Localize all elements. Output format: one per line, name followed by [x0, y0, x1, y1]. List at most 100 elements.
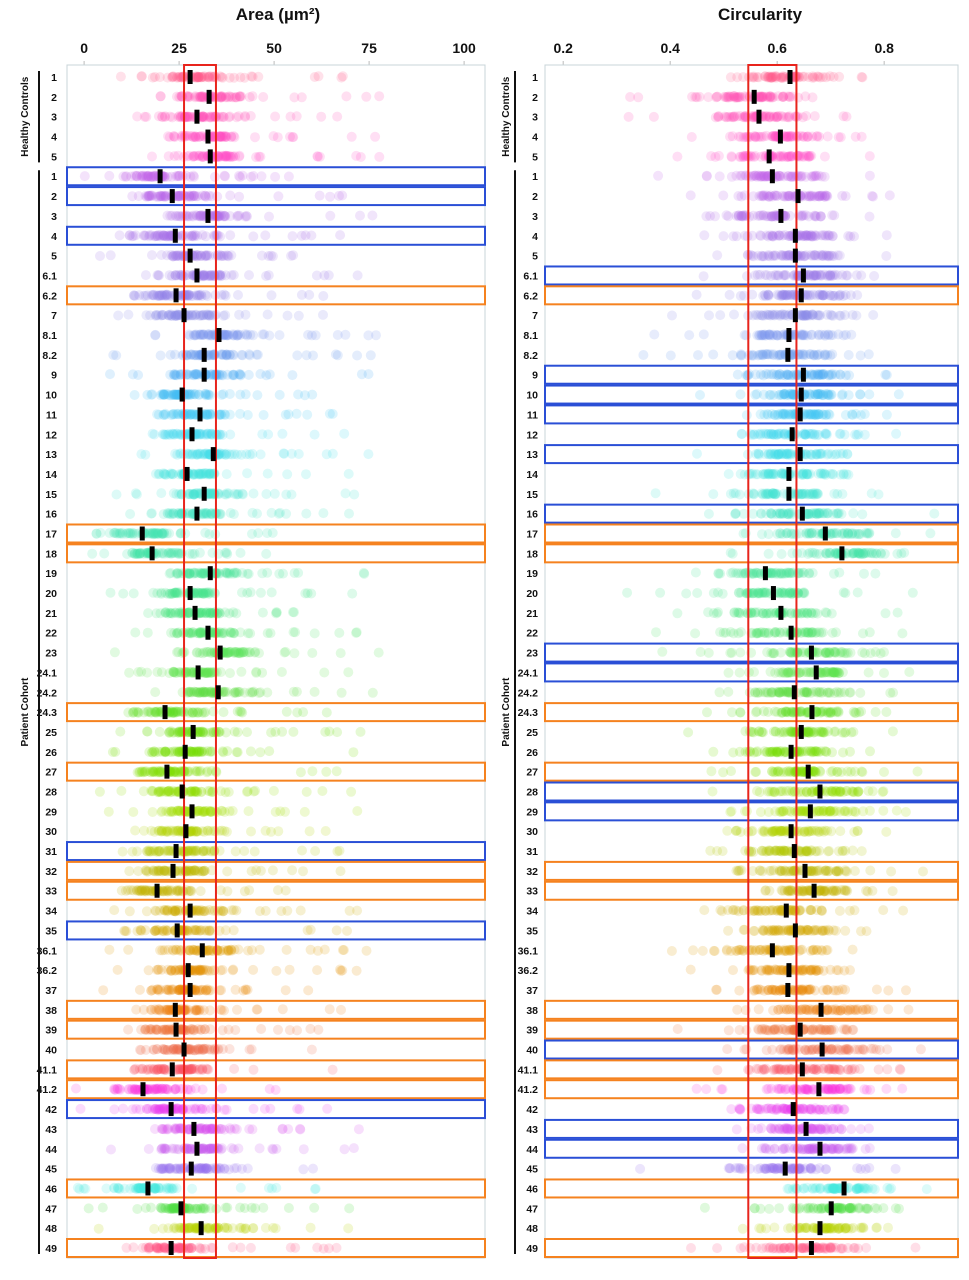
- cell-dot: [188, 132, 199, 143]
- cell-dot: [158, 409, 169, 420]
- cell-dot: [147, 250, 157, 261]
- cell-dot: [157, 230, 168, 241]
- median-marker: [192, 605, 198, 620]
- cell-dot: [105, 250, 116, 261]
- cell-dot: [123, 944, 134, 955]
- cell-dot: [819, 151, 830, 162]
- cell-dot: [222, 1223, 233, 1234]
- cell-dot: [132, 846, 142, 857]
- cell-dot: [173, 211, 184, 221]
- cell-dot: [758, 131, 769, 142]
- cell-dot: [162, 389, 173, 400]
- cell-dot: [337, 71, 348, 82]
- cell-dot: [221, 151, 232, 161]
- cell-dot: [309, 429, 320, 440]
- cell-dot: [173, 112, 184, 122]
- cell-dot: [334, 845, 345, 856]
- cell-dot: [349, 489, 360, 500]
- cell-dot: [340, 488, 351, 499]
- cell-dot: [175, 191, 186, 202]
- cell-dot: [195, 211, 206, 222]
- median-marker: [191, 1121, 197, 1136]
- cell-dot: [240, 309, 251, 320]
- cell-dot: [833, 132, 844, 143]
- cell-dot: [705, 211, 716, 221]
- cell-dot: [331, 766, 342, 777]
- cell-dot: [246, 826, 256, 837]
- cell-dot: [198, 151, 209, 162]
- row-label: 27: [45, 767, 57, 779]
- cell-dot: [344, 508, 354, 519]
- cell-dot: [146, 230, 157, 241]
- cell-dot: [242, 727, 252, 738]
- cell-dot: [195, 886, 206, 897]
- cell-dot: [154, 191, 164, 202]
- cell-dot: [143, 171, 154, 182]
- cell-dot: [147, 171, 157, 182]
- cell-dot: [228, 131, 239, 142]
- cell-dot: [214, 91, 225, 102]
- median-marker: [188, 1161, 194, 1176]
- cell-dot: [222, 150, 233, 161]
- row-label: 2: [51, 191, 57, 203]
- cell-dot: [143, 706, 154, 717]
- cell-dot: [208, 468, 219, 479]
- row-label: 4: [51, 231, 57, 243]
- median-marker: [189, 804, 195, 819]
- cell-dot: [351, 627, 362, 638]
- cell-dot: [352, 905, 363, 916]
- cell-dot: [298, 1144, 309, 1155]
- cell-dot: [298, 1164, 309, 1175]
- median-marker: [215, 685, 221, 700]
- cell-dot: [190, 230, 201, 241]
- cell-dot: [780, 191, 791, 202]
- cell-dot: [172, 885, 183, 895]
- cell-dot: [169, 151, 180, 162]
- cell-dot: [224, 72, 235, 83]
- median-marker: [182, 744, 188, 759]
- cell-dot: [223, 151, 234, 162]
- cell-dot: [355, 152, 366, 162]
- cell-dot: [288, 132, 299, 143]
- cell-dot: [158, 230, 169, 241]
- x-tick-label: 25: [171, 40, 187, 56]
- cell-dot: [133, 191, 144, 202]
- cell-dot: [173, 171, 184, 182]
- cell-dot: [283, 1203, 294, 1213]
- cell-dot: [188, 191, 198, 202]
- cell-dot: [288, 250, 299, 261]
- cell-dot: [274, 389, 285, 400]
- median-marker: [190, 724, 196, 739]
- cell-dot: [373, 647, 384, 658]
- row-label: 18: [45, 548, 57, 560]
- cell-dot: [172, 190, 183, 201]
- cell-dot: [234, 91, 245, 102]
- cell-dot: [298, 866, 308, 877]
- cell-dot: [250, 132, 260, 143]
- cell-dot: [216, 111, 227, 122]
- cell-dot: [83, 1203, 94, 1214]
- cell-dot: [183, 191, 194, 202]
- cell-dot: [201, 111, 212, 122]
- cell-dot: [288, 627, 299, 638]
- cell-dot: [174, 170, 185, 181]
- cell-dot: [319, 667, 330, 678]
- cell-dot: [172, 270, 183, 281]
- row-label: 5: [51, 151, 57, 163]
- cell-dot: [202, 766, 213, 777]
- cell-dot: [197, 111, 208, 122]
- cell-dot: [686, 132, 697, 142]
- cell-dot: [197, 91, 208, 102]
- cell-dot: [240, 211, 251, 222]
- cell-dot: [165, 349, 176, 360]
- cell-dot: [183, 91, 194, 102]
- cell-dot: [718, 190, 729, 201]
- x-tick-label: 75: [361, 40, 377, 56]
- cell-dot: [177, 251, 188, 262]
- cell-dot: [807, 72, 818, 83]
- cell-dot: [367, 210, 378, 221]
- median-marker: [149, 546, 155, 561]
- cell-dot: [374, 91, 385, 102]
- cell-dot: [149, 231, 160, 242]
